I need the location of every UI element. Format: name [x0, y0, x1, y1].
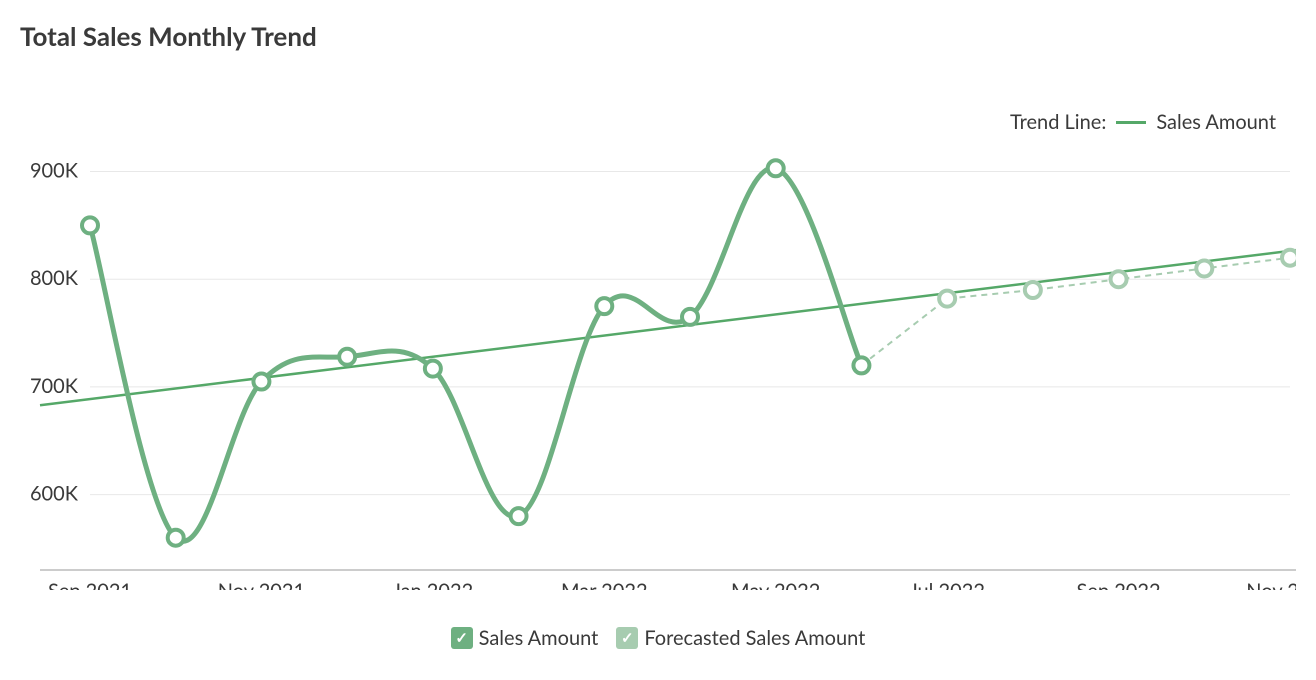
series-legend: ✓ Sales Amount ✓ Forecasted Sales Amount: [20, 626, 1296, 650]
x-tick-label: May 2022: [731, 579, 820, 590]
x-tick-label: Sep 2022: [1077, 579, 1161, 590]
data-point-sales[interactable]: [596, 298, 612, 314]
x-tick-label: Nov 2022: [1246, 579, 1296, 590]
y-tick-label: 700K: [30, 374, 79, 398]
legend-checkbox-forecast[interactable]: ✓: [616, 627, 638, 649]
data-point-forecasted[interactable]: [1025, 282, 1041, 298]
series-line-forecasted: [861, 258, 1290, 366]
chart-title: Total Sales Monthly Trend: [20, 20, 1296, 52]
legend-label-forecast: Forecasted Sales Amount: [644, 626, 865, 650]
data-point-sales[interactable]: [253, 374, 269, 390]
x-tick-label: Jan 2022: [393, 579, 474, 590]
legend-item-sales-amount[interactable]: ✓ Sales Amount: [451, 626, 599, 650]
y-tick-label: 600K: [30, 482, 79, 506]
data-point-sales[interactable]: [768, 160, 784, 176]
x-tick-label: Jul 2022: [909, 579, 985, 590]
legend-checkbox-sales[interactable]: ✓: [451, 627, 473, 649]
chart-svg: 600K 700K 800K 900K Sep 2021 Nov 2021 Jan 2022…: [20, 90, 1296, 590]
x-tick-label: Mar 2022: [561, 579, 648, 590]
data-point-sales[interactable]: [82, 217, 98, 233]
x-tick-label: Sep 2021: [48, 579, 132, 590]
data-point-forecasted[interactable]: [1196, 260, 1212, 276]
y-tick-label: 800K: [30, 266, 79, 290]
data-point-forecasted[interactable]: [1111, 271, 1127, 287]
plot-area: 600K 700K 800K 900K Sep 2021 Nov 2021 Jan 2022…: [20, 90, 1296, 590]
data-point-sales[interactable]: [425, 361, 441, 377]
data-point-forecasted[interactable]: [1282, 250, 1296, 266]
legend-label-sales: Sales Amount: [479, 626, 599, 650]
data-point-forecasted[interactable]: [939, 291, 955, 307]
data-point-sales[interactable]: [168, 530, 184, 546]
data-point-sales[interactable]: [339, 349, 355, 365]
legend-item-forecasted-sales[interactable]: ✓ Forecasted Sales Amount: [616, 626, 865, 650]
x-tick-label: Nov 2021: [218, 579, 305, 590]
chart-container: Total Sales Monthly Trend Trend Line: Sa…: [20, 20, 1296, 660]
data-point-sales[interactable]: [682, 309, 698, 325]
data-point-sales[interactable]: [511, 508, 527, 524]
y-tick-label: 900K: [30, 159, 79, 183]
data-point-sales[interactable]: [853, 357, 869, 373]
trend-line: [40, 250, 1296, 405]
series-line-sales-amount: [90, 168, 861, 541]
